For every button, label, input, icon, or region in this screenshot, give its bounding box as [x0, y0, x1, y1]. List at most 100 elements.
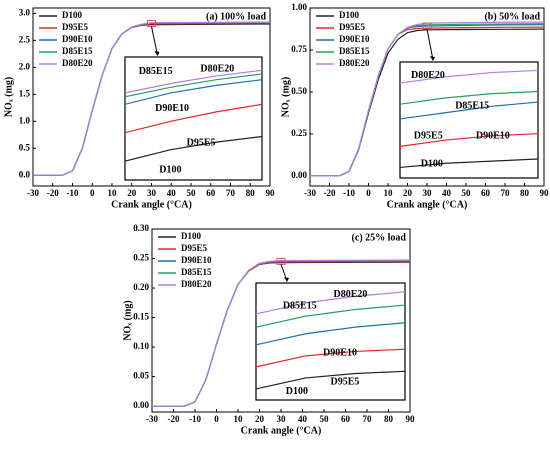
y-tick-label: 0.10: [133, 341, 149, 351]
inset-line: [124, 79, 263, 105]
inset-annotation: D100: [421, 158, 443, 169]
inset-frame: [255, 282, 406, 401]
inset-line: [399, 158, 539, 169]
inset-annotation: D90E10: [476, 131, 510, 142]
x-tick-label: 50: [320, 414, 330, 424]
y-tick-label: 1.5: [19, 88, 31, 98]
inset-line: [255, 348, 406, 368]
legend-label: D95E5: [181, 243, 208, 253]
inset-line: [124, 135, 263, 162]
legend-label: D85E15: [181, 267, 212, 277]
inset-line: [124, 69, 263, 94]
x-tick-label: 50: [187, 188, 197, 198]
x-tick-label: 60: [481, 188, 491, 198]
inset-annotation: D80E20: [411, 70, 445, 81]
y-tick-label: 1.0: [19, 115, 31, 125]
x-tick-label: 50: [462, 188, 472, 198]
inset-line: [255, 370, 406, 390]
chart-title: (b) 50% load: [484, 11, 540, 22]
inset-annotation: D95E5: [414, 131, 443, 142]
zoom-arrowhead: [284, 277, 289, 282]
x-tick-label: 20: [403, 188, 413, 198]
y-tick-label: 0.30: [133, 223, 149, 233]
y-tick-label: 0.05: [133, 371, 149, 381]
zoom-arrowhead: [154, 51, 160, 56]
x-axis-label: Crank angle (°CA): [241, 425, 322, 436]
series-line: [152, 259, 411, 407]
y-tick-label: 0.50: [291, 86, 307, 96]
inset-line: [124, 103, 263, 134]
x-tick-label: -30: [146, 414, 158, 424]
x-tick-label: -30: [304, 188, 316, 198]
y-tick-label: 1.00: [291, 2, 307, 12]
legend-label: D95E5: [339, 22, 366, 32]
inset-line: [399, 101, 539, 120]
y-axis-label: NOₓ (mg): [122, 300, 133, 340]
zoom-arrow: [151, 26, 158, 56]
inset-line: [124, 73, 263, 98]
y-tick-label: 0.15: [133, 312, 149, 322]
x-tick-label: -20: [47, 188, 59, 198]
inset-annotation: D90E10: [155, 103, 189, 114]
y-axis-label: NOₓ (mg): [280, 77, 291, 117]
x-tick-label: 80: [520, 188, 530, 198]
legend-label: D85E15: [62, 46, 93, 56]
inset-annotation: D95E5: [331, 377, 360, 388]
x-tick-label: 20: [127, 188, 137, 198]
x-axis-label: Crank angle (°CA): [111, 199, 192, 210]
inset-frame: [124, 56, 263, 181]
x-tick-label: 40: [442, 188, 452, 198]
x-tick-label: 10: [108, 188, 118, 198]
legend-label: D80E20: [62, 58, 93, 68]
y-tick-label: 2.5: [19, 34, 31, 44]
x-tick-label: 10: [384, 188, 394, 198]
x-tick-label: 30: [423, 188, 433, 198]
inset-line: [399, 69, 539, 84]
legend-label: D85E15: [339, 46, 370, 56]
chart-title: (c) 25% load: [352, 232, 407, 243]
y-tick-label: 3.0: [19, 7, 31, 17]
y-tick-label: 0.5: [19, 142, 31, 152]
x-tick-label: 10: [234, 414, 244, 424]
y-tick-label: 0.00: [133, 400, 149, 410]
legend-label: D95E5: [62, 22, 89, 32]
x-axis-label: Crank angle (°CA): [387, 199, 468, 210]
inset-annotation: D100: [159, 164, 181, 175]
y-tick-label: 0.75: [291, 44, 307, 54]
x-tick-label: 70: [501, 188, 511, 198]
legend-label: D90E10: [181, 255, 212, 265]
series-line: [310, 21, 545, 177]
legend-label: D80E20: [339, 58, 370, 68]
inset-annotation: D100: [286, 386, 308, 397]
x-tick-label: 30: [147, 188, 157, 198]
x-tick-label: 80: [384, 414, 394, 424]
inset-annotation: D85E15: [139, 66, 173, 77]
x-tick-label: 30: [277, 414, 287, 424]
zoom-arrowhead: [430, 56, 435, 61]
x-tick-label: -10: [67, 188, 79, 198]
inset-annotation: D80E20: [333, 289, 367, 300]
chart-title: (a) 100% load: [206, 11, 266, 22]
legend-label: D90E10: [339, 34, 370, 44]
legend-label: D80E20: [181, 279, 212, 289]
x-tick-label: 60: [206, 188, 216, 198]
x-tick-label: 20: [255, 414, 265, 424]
legend-label: D90E10: [62, 34, 93, 44]
y-tick-label: 0.25: [133, 253, 149, 263]
x-tick-label: 40: [167, 188, 177, 198]
x-tick-label: 90: [406, 414, 416, 424]
inset-annotation: D80E20: [200, 64, 234, 75]
x-tick-label: 0: [366, 188, 371, 198]
y-tick-label: 0.0: [19, 169, 31, 179]
x-tick-label: 80: [246, 188, 256, 198]
series-line: [33, 21, 271, 176]
inset-frame: [399, 61, 539, 179]
x-tick-label: -30: [27, 188, 39, 198]
x-tick-label: 40: [298, 414, 308, 424]
legend-label: D100: [181, 231, 201, 241]
inset-line: [255, 304, 406, 328]
x-tick-label: -10: [189, 414, 201, 424]
inset-annotation: D85E15: [455, 100, 489, 111]
y-tick-label: 0.25: [291, 128, 307, 138]
